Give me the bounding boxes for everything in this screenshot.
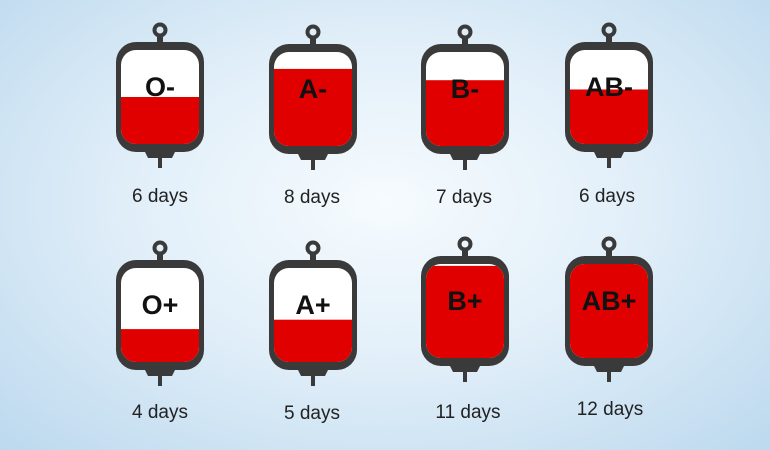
blood-bag-icon <box>116 240 204 386</box>
hanger-ring <box>152 22 168 38</box>
bag-tube <box>311 158 315 170</box>
blood-bag-abneg: AB- <box>563 22 655 172</box>
shelf-life-label: 7 days <box>436 187 492 208</box>
blood-bag-icon <box>421 236 509 382</box>
hanger-ring <box>601 236 617 252</box>
blood-type-label: B- <box>450 74 480 104</box>
hanger-neck <box>310 37 316 46</box>
blood-level <box>426 80 504 146</box>
shelf-life-label: 4 days <box>132 402 188 423</box>
hanger-neck <box>157 253 163 262</box>
shelf-life-label: 5 days <box>284 403 340 424</box>
bag-tube <box>158 156 162 168</box>
blood-bag-icon <box>565 236 653 382</box>
blood-type-label: AB+ <box>581 286 637 316</box>
hanger-neck <box>606 35 612 44</box>
blood-bag-icon <box>421 24 509 170</box>
blood-level <box>274 68 352 146</box>
bag-tube <box>463 158 467 170</box>
bag-tube <box>158 374 162 386</box>
bag-tube <box>311 374 315 386</box>
blood-type-label: AB- <box>585 72 633 102</box>
shelf-life-label: 6 days <box>579 186 635 207</box>
hanger-neck <box>606 249 612 258</box>
blood-bag-bneg: B- <box>419 24 511 174</box>
blood-type-label: O+ <box>141 290 179 320</box>
blood-type-label: A+ <box>295 290 331 320</box>
blood-bag-apos: A+ <box>267 240 359 390</box>
blood-bag-opos: O+ <box>114 240 206 390</box>
bag-tube <box>607 370 611 382</box>
hanger-ring <box>601 22 617 38</box>
shelf-life-label: 8 days <box>284 187 340 208</box>
shelf-life-label: 11 days <box>435 402 501 423</box>
blood-bag-abpos: AB+ <box>563 236 655 386</box>
blood-bag-icon <box>565 22 653 168</box>
blood-bag-aneg: A- <box>267 24 359 174</box>
bag-tube <box>607 156 611 168</box>
hanger-ring <box>457 24 473 40</box>
hanger-ring <box>152 240 168 256</box>
blood-type-label: A- <box>298 74 328 104</box>
hanger-neck <box>462 37 468 46</box>
blood-bag-icon <box>269 240 357 386</box>
bag-tube <box>463 370 467 382</box>
blood-bag-icon <box>269 24 357 170</box>
hanger-ring <box>305 240 321 256</box>
blood-level <box>274 319 352 362</box>
blood-level <box>121 329 199 362</box>
blood-type-label: O- <box>145 72 175 102</box>
shelf-life-label: 6 days <box>132 186 188 207</box>
blood-level <box>121 97 199 144</box>
shelf-life-label: 12 days <box>576 399 644 420</box>
blood-level <box>570 264 648 358</box>
hanger-neck <box>310 253 316 262</box>
blood-level <box>426 265 504 358</box>
blood-level <box>570 89 648 144</box>
blood-bag-icon <box>116 22 204 168</box>
blood-type-label: B+ <box>447 286 483 316</box>
hanger-ring <box>457 236 473 252</box>
hanger-ring <box>305 24 321 40</box>
hanger-neck <box>157 35 163 44</box>
hanger-neck <box>462 249 468 258</box>
blood-bag-bpos: B+ <box>419 236 511 386</box>
blood-bag-oneg: O- <box>114 22 206 172</box>
